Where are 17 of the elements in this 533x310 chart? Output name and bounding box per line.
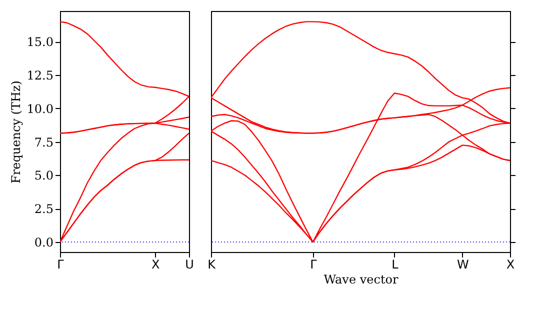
x-tick-label: U [185,258,194,272]
y-tick-label: 5.0 [34,168,54,183]
y-tick-label: 0.0 [34,235,54,250]
x-tick-label: K [208,258,217,272]
y-tick-label: 15.0 [26,35,54,50]
x-axis-title: Wave vector [324,272,399,286]
y-tick-label: 2.5 [34,202,54,216]
x-tick-label: L [392,258,399,272]
x-tick-label: X [506,258,515,272]
y-tick-label: 7.5 [34,135,54,150]
x-tick-label: Γ [310,258,318,272]
y-tick-label: 12.5 [26,68,54,83]
x-tick-label: X [151,258,160,272]
x-tick-label: W [456,258,469,272]
y-tick-label: 10.0 [26,102,54,116]
x-tick-label: Γ [57,258,64,272]
y-axis-title: Frequency (THz) [8,80,23,184]
